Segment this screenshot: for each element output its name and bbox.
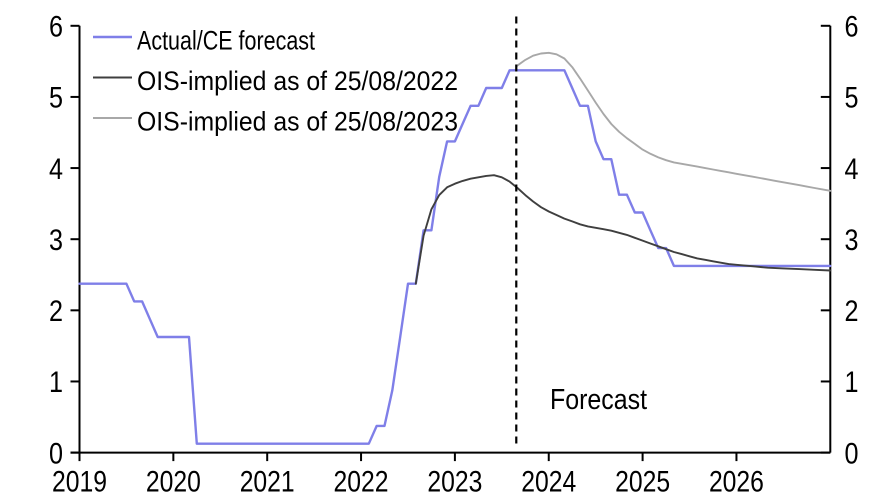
legend: Actual/CE forecast OIS-implied as of 25/… [93, 26, 458, 137]
series-line-1 [414, 174, 832, 285]
legend-label-ois-2022: OIS-implied as of 25/08/2022 [137, 66, 458, 96]
y-axis-label-left: 1 [49, 366, 63, 399]
y-axis-label-right: 4 [845, 153, 859, 186]
series-line-2 [515, 51, 832, 192]
forecast-annotation-label: Forecast [550, 384, 647, 416]
legend-label-ois-2023: OIS-implied as of 25/08/2023 [137, 107, 458, 137]
series-line-0 [78, 69, 832, 445]
x-axis-label: 2021 [240, 466, 295, 496]
x-axis-label: 2020 [146, 466, 201, 496]
y-axis-label-left: 2 [49, 295, 63, 328]
x-axis-label: 2026 [709, 466, 764, 496]
x-axis-label: 2024 [521, 466, 576, 496]
x-axis-label: 2019 [52, 466, 107, 496]
y-axis-label-right: 1 [845, 366, 859, 399]
x-axis-label: 2025 [615, 466, 670, 496]
y-axis-label-right: 5 [845, 82, 859, 115]
y-axis-label-right: 2 [845, 295, 859, 328]
y-axis-label-left: 3 [49, 224, 63, 257]
x-axis-label: 2023 [427, 466, 482, 496]
x-axis-label: 2022 [334, 466, 389, 496]
y-axis-label-left: 4 [49, 153, 63, 186]
y-axis-label-right: 6 [845, 11, 859, 44]
chart-plot-area: 0 0 1 1 2 2 3 3 4 4 5 5 6 6 2019 2020 2021 2022 2023 2024 20… [49, 11, 859, 496]
y-axis-label-left: 6 [49, 11, 63, 44]
y-axis-label-left: 0 [49, 437, 63, 470]
y-axis-label-right: 3 [845, 224, 859, 257]
legend-label-actual-ce-forecast: Actual/CE forecast [137, 26, 315, 56]
y-axis-label-left: 5 [49, 82, 63, 115]
y-axis-label-right: 0 [845, 437, 859, 470]
